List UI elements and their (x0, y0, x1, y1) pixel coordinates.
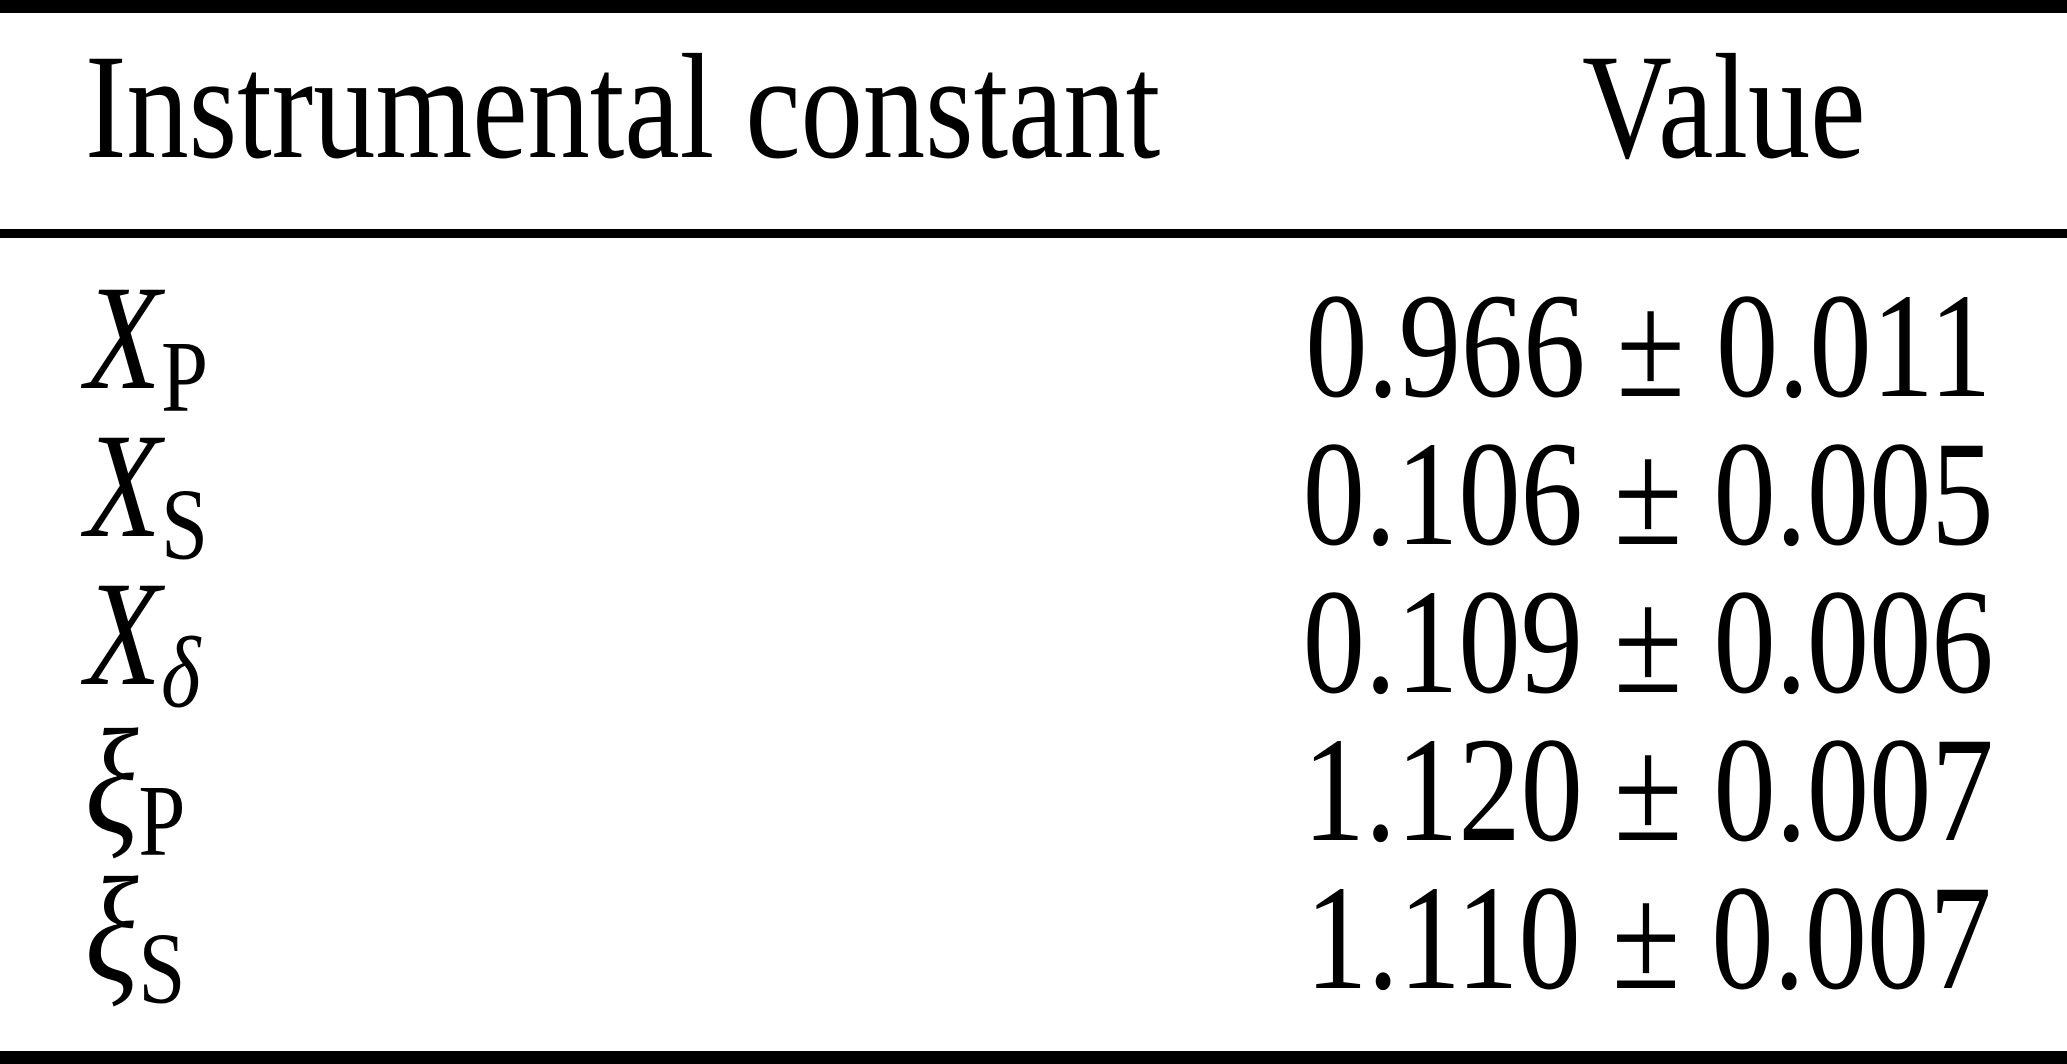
column-header-value: Value (1381, 32, 2067, 182)
table-header-row: Instrumental constant Value (0, 13, 2067, 229)
constant-symbol-cell: XP (0, 263, 1230, 428)
constant-symbol-cell: ξS (0, 855, 1230, 1020)
column-header-label: Value (1582, 24, 1866, 190)
constant-value: 0.109 ± 0.006 (1303, 559, 1994, 725)
constant-symbol: ξP (85, 707, 185, 872)
symbol-base: X (85, 551, 162, 718)
constant-value: 1.110 ± 0.007 (1305, 855, 1992, 1021)
table-mid-rule (0, 229, 2067, 238)
constant-value-cell: 0.109 ± 0.006 (1230, 567, 2067, 717)
table-row: Xδ 0.109 ± 0.006 (0, 559, 2067, 724)
symbol-subscript: P (138, 764, 186, 878)
constant-value-cell: 1.110 ± 0.007 (1230, 863, 2067, 1013)
table-top-rule (0, 0, 2067, 13)
constant-value: 0.106 ± 0.005 (1303, 411, 1994, 577)
symbol-subscript: S (138, 912, 186, 1026)
symbol-subscript: S (161, 468, 209, 582)
constant-value-cell: 0.966 ± 0.011 (1230, 271, 2067, 421)
constant-symbol: XS (85, 411, 208, 576)
constant-value: 0.966 ± 0.011 (1305, 263, 1992, 429)
column-header-instrumental-constant: Instrumental constant (0, 32, 1381, 182)
symbol-subscript: P (161, 320, 209, 434)
symbol-base: ξ (85, 699, 139, 866)
constant-symbol-cell: XS (0, 411, 1230, 576)
constant-value: 1.120 ± 0.007 (1303, 707, 1994, 873)
constant-symbol: ξS (85, 855, 185, 1020)
symbol-base: X (85, 255, 162, 422)
symbol-base: ξ (85, 847, 139, 1014)
constant-value-cell: 0.106 ± 0.005 (1230, 419, 2067, 569)
symbol-subscript: δ (161, 616, 201, 730)
table-row: XP 0.966 ± 0.011 (0, 263, 2067, 428)
table-body: XP 0.966 ± 0.011 XS 0.106 ± 0.005 Xδ 0.1… (0, 238, 2067, 1051)
constant-symbol: XP (85, 263, 208, 428)
table-row: ξP 1.120 ± 0.007 (0, 707, 2067, 872)
symbol-base: X (85, 403, 162, 570)
column-header-label: Instrumental constant (85, 24, 1161, 190)
table-row: XS 0.106 ± 0.005 (0, 411, 2067, 576)
constant-value-cell: 1.120 ± 0.007 (1230, 715, 2067, 865)
constant-symbol-cell: ξP (0, 707, 1230, 872)
table-row: ξS 1.110 ± 0.007 (0, 855, 2067, 1020)
table-bottom-rule (0, 1051, 2067, 1064)
constant-symbol-cell: Xδ (0, 559, 1230, 724)
constant-symbol: Xδ (85, 559, 200, 724)
